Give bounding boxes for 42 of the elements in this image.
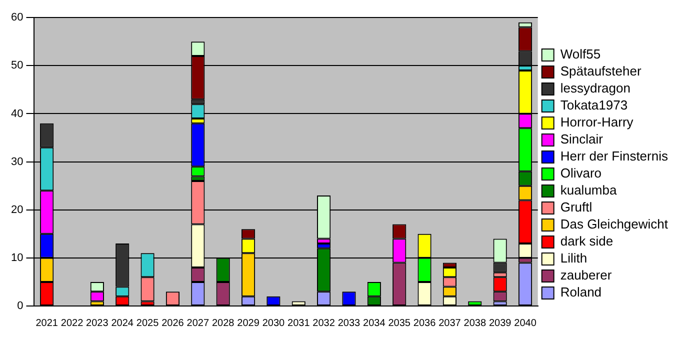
x-tick-label: 2036 <box>413 318 436 329</box>
legend-label: Wolf55 <box>560 46 601 62</box>
x-tick-label: 2038 <box>464 318 486 329</box>
legend-label: Gruftl <box>560 200 592 215</box>
x-tick-label: 2031 <box>288 318 310 329</box>
x-tick-label: 2030 <box>262 318 286 329</box>
legend-label: dark side <box>560 234 614 249</box>
x-tick-label: 2025 <box>136 318 160 329</box>
x-tick-label: 2039 <box>488 318 512 329</box>
legend-label: Tokata1973 <box>560 98 628 113</box>
x-tick-label: 2035 <box>388 318 411 329</box>
y-tick-label: 0 <box>17 300 24 312</box>
legend-label: Spätaufsteher <box>560 64 642 79</box>
x-tick-label: 2022 <box>60 318 84 329</box>
x-tick-label: 2021 <box>36 318 58 329</box>
x-tick-label: 2027 <box>186 318 210 329</box>
x-tick-label: 2040 <box>514 318 537 329</box>
y-tick-label: 40 <box>10 108 24 120</box>
x-tick-label: 2037 <box>438 318 462 329</box>
legend-label: Horror-Harry <box>560 114 634 130</box>
y-tick-label: 50 <box>10 60 24 72</box>
x-tick-label: 2032 <box>312 318 336 329</box>
legend-label: Sinclair <box>560 132 604 147</box>
x-tick-label: 2024 <box>111 318 134 329</box>
legend-label: lessydragon <box>560 80 630 96</box>
x-tick-label: 2034 <box>363 318 386 329</box>
legend-label: Herr der Finsternis <box>560 148 668 164</box>
x-tick-label: 2033 <box>338 318 361 329</box>
y-tick-label: 10 <box>10 252 24 264</box>
legend-label: Lilith <box>560 250 588 266</box>
x-tick-label: 2029 <box>237 318 260 329</box>
y-tick-label: 20 <box>10 204 24 216</box>
legend-label: Roland <box>560 284 602 300</box>
legend-label: zauberer <box>560 268 612 283</box>
legend-label: Das Gleichgewicht <box>560 216 668 232</box>
y-tick-label: 60 <box>10 12 24 24</box>
legend-label: Olivaro <box>560 166 602 181</box>
x-tick-label: 2023 <box>86 318 109 329</box>
y-tick-label: 30 <box>10 156 24 168</box>
x-tick-label: 2026 <box>162 318 184 329</box>
x-tick-label: 2028 <box>212 318 235 329</box>
legend-label: kualumba <box>560 182 618 198</box>
